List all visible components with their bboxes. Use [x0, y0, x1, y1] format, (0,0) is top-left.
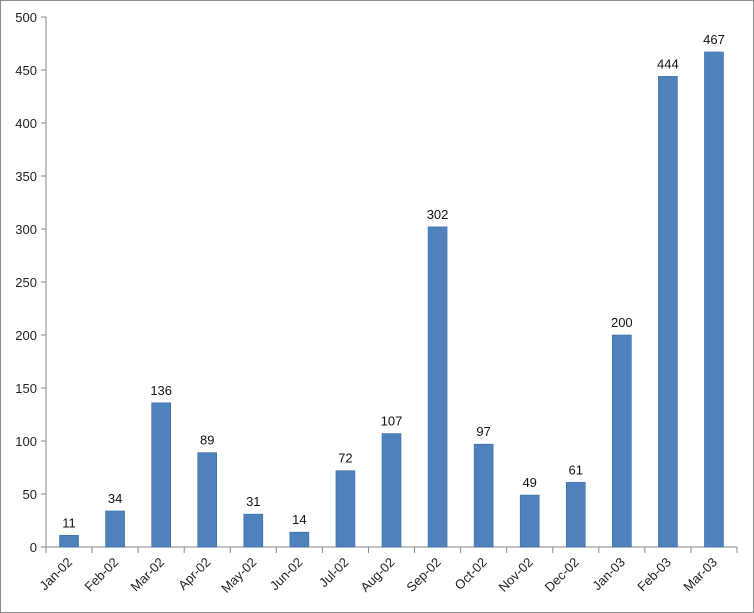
bar — [243, 513, 264, 548]
x-tick-label: Mar-02 — [128, 555, 168, 595]
y-tick-label: 500 — [15, 10, 37, 25]
bars — [59, 51, 724, 548]
data-labels: 11 34 136 89 31 14 72 107 302 97 49 61 200 444 467 — [62, 32, 725, 530]
x-tick-label: Feb-02 — [81, 555, 121, 595]
y-tick-label: 50 — [23, 487, 37, 502]
bar-value-label: 97 — [476, 424, 490, 439]
bar-value-label: 31 — [246, 494, 260, 509]
bar — [151, 402, 171, 548]
y-tick-label: 400 — [15, 116, 37, 131]
bar — [59, 535, 79, 548]
bar-value-label: 72 — [338, 451, 352, 466]
bar — [473, 443, 494, 548]
bar-value-label: 89 — [200, 433, 214, 448]
y-tick-label: 450 — [15, 63, 37, 78]
bar — [335, 470, 356, 548]
y-tick-label: 250 — [15, 275, 37, 290]
y-tick-label: 100 — [15, 434, 37, 449]
y-tick-label: 150 — [15, 381, 37, 396]
bar — [105, 510, 125, 548]
y-tick-label: 300 — [15, 222, 37, 237]
y-tick-label: 200 — [15, 328, 37, 343]
bar-value-label: 11 — [62, 515, 76, 530]
bar-value-label: 34 — [108, 491, 122, 506]
bar — [612, 334, 632, 548]
x-tick-label: Mar-03 — [680, 555, 720, 595]
bar-value-label: 61 — [569, 462, 583, 477]
x-tick-label: Apr-02 — [175, 555, 213, 593]
bar-value-label: 444 — [657, 56, 679, 71]
x-tick-label: Nov-02 — [496, 555, 536, 595]
x-tick-label: May-02 — [218, 555, 259, 596]
bar-value-label: 302 — [427, 207, 449, 222]
bar — [427, 226, 448, 548]
x-tick-label: Jan-02 — [36, 555, 75, 594]
x-tick-label: Jun-02 — [267, 555, 306, 594]
bar-value-label: 107 — [381, 414, 403, 429]
bar-value-label: 49 — [522, 475, 536, 490]
x-tick-label: Jan-03 — [589, 555, 628, 594]
x-tick-label: Dec-02 — [542, 555, 582, 595]
x-tick-label: Aug-02 — [357, 555, 397, 595]
y-tick-label: 0 — [30, 540, 37, 555]
bar-value-label: 200 — [611, 315, 633, 330]
bar — [565, 482, 586, 548]
bar — [289, 531, 310, 548]
bar — [381, 433, 402, 548]
x-tick-label: Oct-02 — [452, 555, 490, 593]
x-tick-label: Jul-02 — [316, 555, 352, 591]
bar — [519, 494, 540, 548]
x-tick-label: Feb-03 — [634, 555, 674, 595]
y-tick-label: 350 — [15, 169, 37, 184]
bar-value-label: 467 — [703, 32, 725, 47]
bar — [197, 452, 218, 548]
bar-value-label: 136 — [150, 383, 172, 398]
bar — [704, 51, 724, 548]
x-tick-label: Sep-02 — [403, 555, 443, 595]
x-axis: Jan-02 Feb-02 Mar-02 Apr-02 May-02 Jun-02 Jul-… — [36, 546, 738, 596]
y-axis: 0 50 100 150 200 250 300 350 400 450 500 — [15, 10, 47, 555]
bar — [658, 76, 678, 548]
bar-value-label: 14 — [292, 512, 306, 527]
